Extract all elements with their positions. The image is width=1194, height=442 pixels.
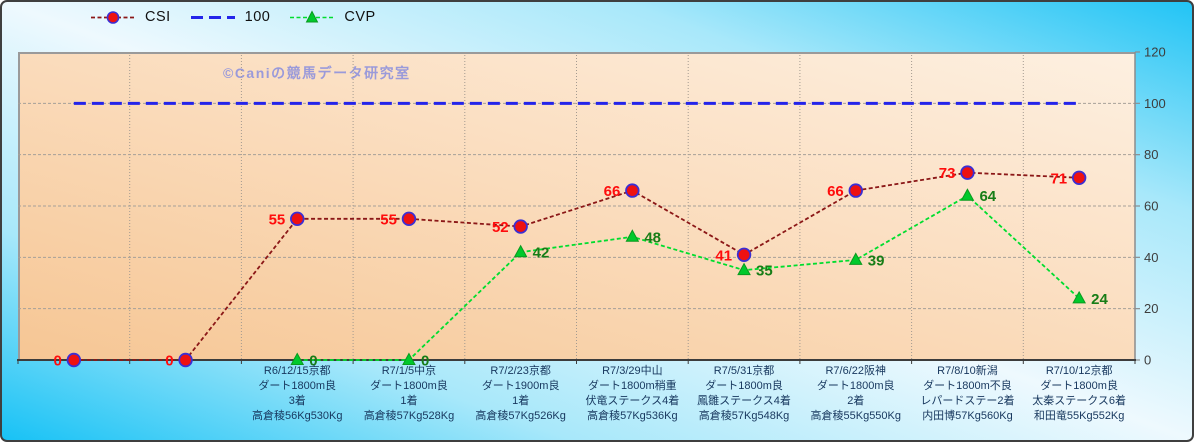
legend-label-cvp: CVP [344,9,376,25]
watermark: ©Caniの競馬データ研究室 [223,65,411,81]
x-label: R7/8/10新潟 ダート1800m不良 レパードステー2着 内田博57Kg560Kg [920,365,1015,422]
legend-item-100: 100 [190,9,271,25]
x-label: R6/12/15京都 ダート1800m良 3着 高倉稜56Kg530Kg [252,365,343,422]
x-label: R7/6/22阪神 ダート1800m良 2着 高倉稜55Kg550Kg [810,365,902,422]
x-label: R7/5/31京都 ダート1800m良 鳳雛ステークス4着 高倉稜57Kg548Kg [697,365,791,422]
x-label: R7/1/5中京 ダート1800m良 1着 高倉稜57Kg528Kg [363,365,455,422]
legend-item-cvp: CVP [289,9,375,25]
csi-line-marker-icon [91,10,135,24]
chart-legend: CSI 100 CVP [90,9,376,25]
x-label: R7/2/23京都 ダート1900m良 1着 高倉稜57Kg526Kg [475,365,566,422]
cvp-line-marker-icon [290,9,335,22]
x-label: R7/10/12京都 ダート1800m良 太秦ステークス6着 和田竜55Kg552Kg [1032,365,1127,422]
hundred-line-icon [190,15,235,19]
legend-item-csi: CSI [90,9,171,25]
legend-label-csi: CSI [145,9,171,25]
x-label: R7/3/29中山 ダート1800m稍重 伏竜ステークス4着 高倉稜57Kg536Kg [585,365,680,422]
legend-label-100: 100 [244,9,271,25]
